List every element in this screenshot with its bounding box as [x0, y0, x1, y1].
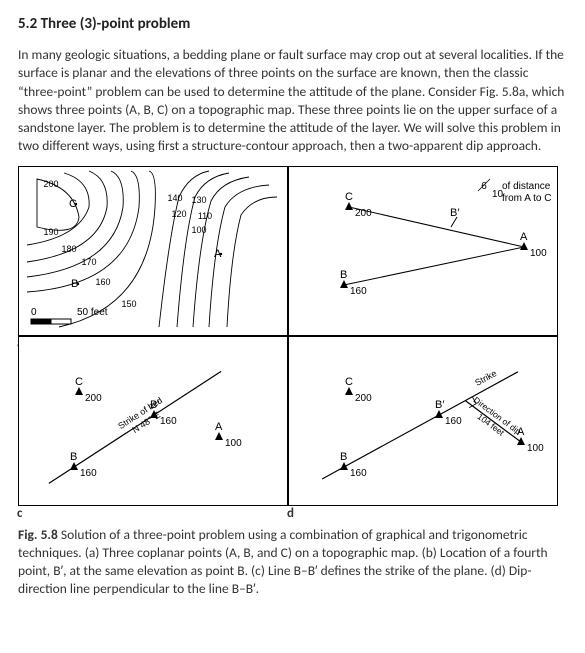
- panel-b: b B′C200A100B160610of distancefrom A to …: [288, 166, 558, 336]
- svg-text:A: A: [520, 231, 528, 243]
- svg-text:100: 100: [527, 443, 544, 454]
- svg-text:C: C: [345, 376, 353, 388]
- svg-text:110: 110: [198, 211, 212, 221]
- panel-a: a 200190180170160150140130120110100ABC05…: [18, 166, 288, 336]
- figure-caption: Fig. 5.8 Solution of a three-point probl…: [18, 526, 567, 599]
- section-heading: 5.2 Three (3)-point problem: [18, 14, 567, 34]
- svg-text:160: 160: [350, 286, 367, 297]
- svg-text:200: 200: [355, 393, 372, 404]
- svg-text:150: 150: [121, 299, 136, 309]
- svg-text:200: 200: [43, 179, 58, 189]
- svg-text:A: A: [215, 421, 223, 433]
- svg-text:from A to C: from A to C: [502, 193, 551, 204]
- svg-text:B: B: [70, 451, 77, 463]
- figure-5-8: a 200190180170160150140130120110100ABC05…: [18, 166, 558, 506]
- svg-text:B: B: [340, 269, 347, 281]
- svg-text:160: 160: [95, 277, 110, 287]
- svg-text:130: 130: [191, 195, 206, 205]
- svg-text:180: 180: [61, 244, 76, 254]
- svg-text:B: B: [340, 451, 347, 463]
- svg-text:100: 100: [191, 225, 206, 235]
- svg-text:50 feet: 50 feet: [77, 307, 108, 318]
- svg-text:140: 140: [167, 193, 182, 203]
- panel-label-d: d: [287, 505, 294, 523]
- svg-text:120: 120: [171, 209, 186, 219]
- caption-lead: Fig. 5.8: [18, 526, 58, 543]
- svg-text:160: 160: [80, 468, 97, 479]
- svg-text:C: C: [345, 191, 353, 203]
- svg-text:170: 170: [81, 257, 96, 267]
- svg-text:B′: B′: [435, 399, 444, 411]
- svg-text:of distance: of distance: [502, 181, 551, 192]
- svg-text:100: 100: [225, 438, 242, 449]
- svg-text:0: 0: [31, 307, 37, 318]
- svg-text:200: 200: [355, 208, 372, 219]
- panel-label-c: c: [17, 505, 22, 523]
- svg-text:C: C: [75, 376, 83, 388]
- svg-text:190: 190: [43, 227, 58, 237]
- svg-text:160: 160: [350, 468, 367, 479]
- svg-text:100: 100: [530, 248, 547, 259]
- caption-text: Solution of a three-point problem using …: [18, 526, 548, 598]
- svg-text:200: 200: [85, 393, 102, 404]
- svg-text:160: 160: [160, 416, 177, 427]
- svg-text:160: 160: [445, 416, 462, 427]
- panel-d: d C200B160A100B′160StrikeDirection of di…: [288, 336, 558, 506]
- body-paragraph: In many geologic situations, a bedding p…: [18, 46, 567, 155]
- svg-text:B′: B′: [450, 207, 459, 219]
- panel-c: c C200B160A100B′160Strike of bedN 48° E: [18, 336, 288, 506]
